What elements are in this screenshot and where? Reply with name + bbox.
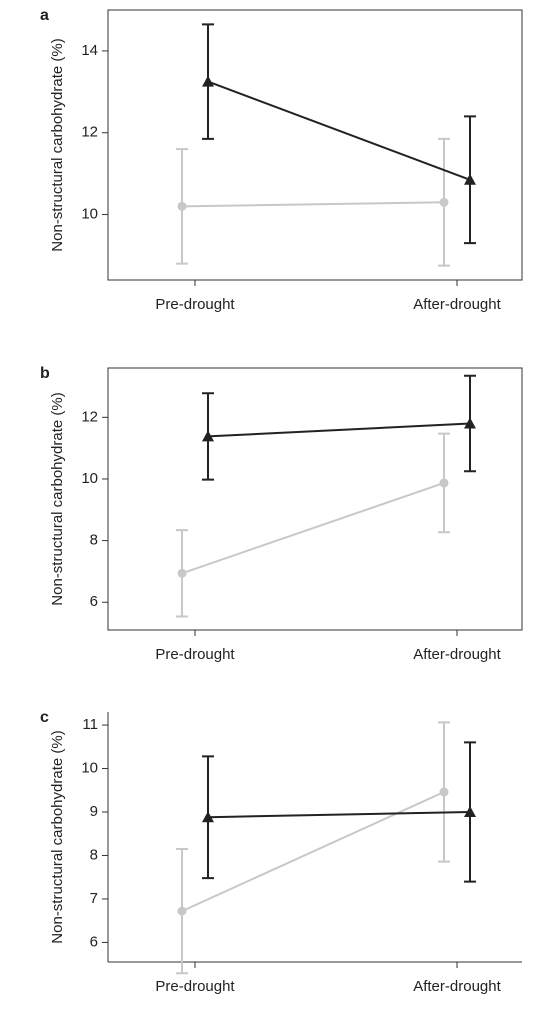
- point: [177, 568, 187, 578]
- y-axis-label: Non-structural carbohydrate (%): [49, 392, 66, 605]
- series-line: [207, 422, 471, 438]
- panel-label: c: [40, 709, 49, 726]
- panel-label: a: [40, 7, 49, 24]
- y-tick-label: 8: [90, 532, 98, 549]
- y-tick-label: 6: [90, 933, 98, 950]
- point: [202, 430, 214, 442]
- series-line: [181, 791, 445, 913]
- point: [464, 173, 476, 185]
- y-tick-label: 8: [90, 846, 98, 863]
- y-tick-label: 11: [82, 716, 98, 733]
- y-tick-label: 14: [81, 42, 98, 59]
- panel-label: b: [40, 365, 50, 382]
- y-tick-label: 10: [81, 470, 98, 487]
- y-tick-label: 10: [81, 759, 98, 776]
- x-tick-label: Pre-drought: [155, 296, 235, 313]
- point: [464, 417, 476, 429]
- series-line: [181, 482, 445, 575]
- point: [202, 75, 214, 87]
- series-line: [181, 201, 445, 208]
- y-axis-label: Non-structural carbohydrate (%): [49, 730, 66, 943]
- point: [439, 478, 449, 488]
- plot-frame: [107, 9, 523, 281]
- y-tick-label: 6: [90, 593, 98, 610]
- x-tick-label: After-drought: [413, 978, 501, 995]
- x-tick-label: Pre-drought: [155, 646, 235, 663]
- point: [177, 906, 187, 916]
- x-tick-label: Pre-drought: [155, 978, 235, 995]
- point: [202, 811, 214, 823]
- plot-frame: [107, 367, 523, 631]
- series-line: [207, 811, 471, 819]
- y-tick-label: 7: [90, 890, 98, 907]
- point: [439, 197, 449, 207]
- point: [439, 787, 449, 797]
- series-line: [207, 80, 471, 181]
- point: [464, 806, 476, 817]
- y-tick-label: 12: [81, 124, 98, 141]
- y-tick-label: 9: [90, 803, 98, 820]
- y-tick-label: 10: [81, 206, 98, 223]
- y-tick-label: 12: [81, 408, 98, 425]
- point: [177, 201, 187, 211]
- x-tick-label: After-drought: [413, 646, 501, 663]
- y-axis-label: Non-structural carbohydrate (%): [49, 38, 66, 251]
- x-tick-label: After-drought: [413, 296, 501, 313]
